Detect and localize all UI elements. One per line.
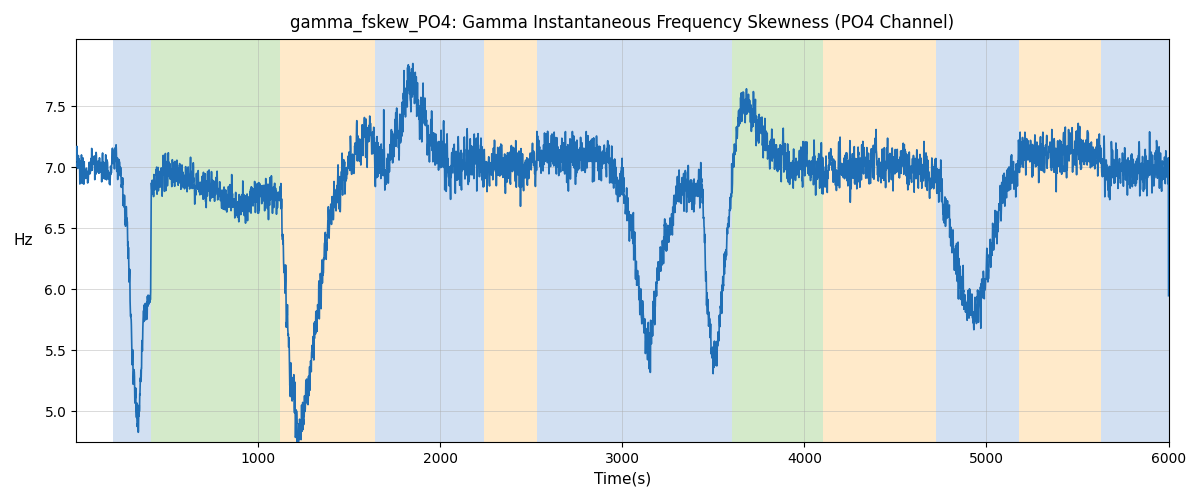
Bar [113,39,151,442]
Y-axis label: Hz: Hz [14,233,34,248]
Bar [536,39,702,442]
Bar [823,39,936,442]
Bar [151,39,280,442]
Bar [732,39,823,442]
Bar [702,39,732,442]
Bar [1019,39,1102,442]
Bar [936,39,1019,442]
Bar [484,39,536,442]
Bar [280,39,374,442]
Title: gamma_fskew_PO4: Gamma Instantaneous Frequency Skewness (PO4 Channel): gamma_fskew_PO4: Gamma Instantaneous Fre… [290,14,954,32]
Bar [1102,39,1169,442]
Bar [374,39,484,442]
X-axis label: Time(s): Time(s) [594,471,650,486]
